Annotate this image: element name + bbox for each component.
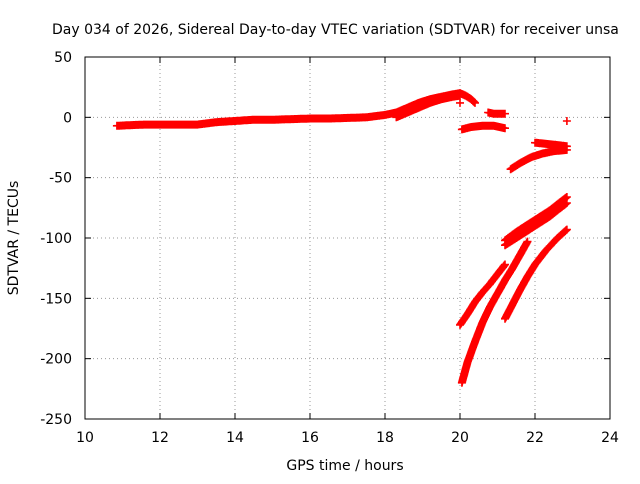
y-tick-label: -50 bbox=[49, 171, 72, 187]
series-markers bbox=[501, 199, 571, 250]
y-tick-label: -150 bbox=[40, 291, 72, 307]
y-tick-label: -200 bbox=[40, 352, 72, 368]
x-tick-label: 24 bbox=[601, 430, 619, 446]
data-series bbox=[112, 89, 464, 130]
axis-ticks: 10 12 14 16 18 20 22 24 50 0 -50 -100 -150 -200 -250 bbox=[40, 50, 619, 446]
data-series bbox=[501, 199, 571, 250]
data-series bbox=[457, 121, 509, 134]
series-markers bbox=[112, 89, 464, 130]
x-tick-label: 10 bbox=[76, 430, 94, 446]
series-markers bbox=[531, 138, 571, 151]
data-series bbox=[506, 145, 571, 174]
data-series bbox=[484, 108, 509, 118]
x-tick-label: 18 bbox=[376, 430, 394, 446]
x-tick-label: 14 bbox=[226, 430, 244, 446]
x-tick-label: 20 bbox=[451, 430, 469, 446]
data-series bbox=[501, 225, 571, 323]
data-points bbox=[112, 89, 571, 387]
data-series bbox=[531, 138, 571, 151]
data-series bbox=[392, 91, 464, 122]
data-series bbox=[457, 237, 532, 387]
series-markers bbox=[501, 225, 571, 323]
series-markers bbox=[506, 145, 571, 174]
data-series bbox=[501, 193, 571, 245]
y-tick-label: 0 bbox=[63, 110, 72, 126]
series-markers bbox=[456, 260, 509, 329]
x-tick-label: 22 bbox=[526, 430, 544, 446]
x-axis-label: GPS time / hours bbox=[286, 458, 403, 474]
series-markers bbox=[484, 108, 509, 118]
series-markers bbox=[501, 193, 571, 245]
series-markers bbox=[456, 89, 479, 107]
chart-title: Day 034 of 2026, Sidereal Day-to-day VTE… bbox=[52, 22, 619, 38]
series-markers bbox=[456, 98, 571, 125]
x-tick-label: 12 bbox=[151, 430, 169, 446]
series-markers bbox=[457, 237, 532, 387]
x-tick-label: 16 bbox=[301, 430, 319, 446]
data-series bbox=[456, 260, 509, 329]
y-axis-label: SDTVAR / TECUs bbox=[6, 181, 22, 296]
data-series bbox=[456, 89, 479, 107]
series-markers bbox=[457, 121, 509, 134]
y-tick-label: -100 bbox=[40, 231, 72, 247]
data-series bbox=[456, 98, 571, 125]
grid-lines bbox=[85, 57, 610, 419]
y-tick-label: 50 bbox=[54, 50, 72, 66]
series-markers bbox=[392, 91, 464, 122]
y-tick-label: -250 bbox=[40, 412, 72, 428]
plot-frame bbox=[84, 56, 611, 420]
